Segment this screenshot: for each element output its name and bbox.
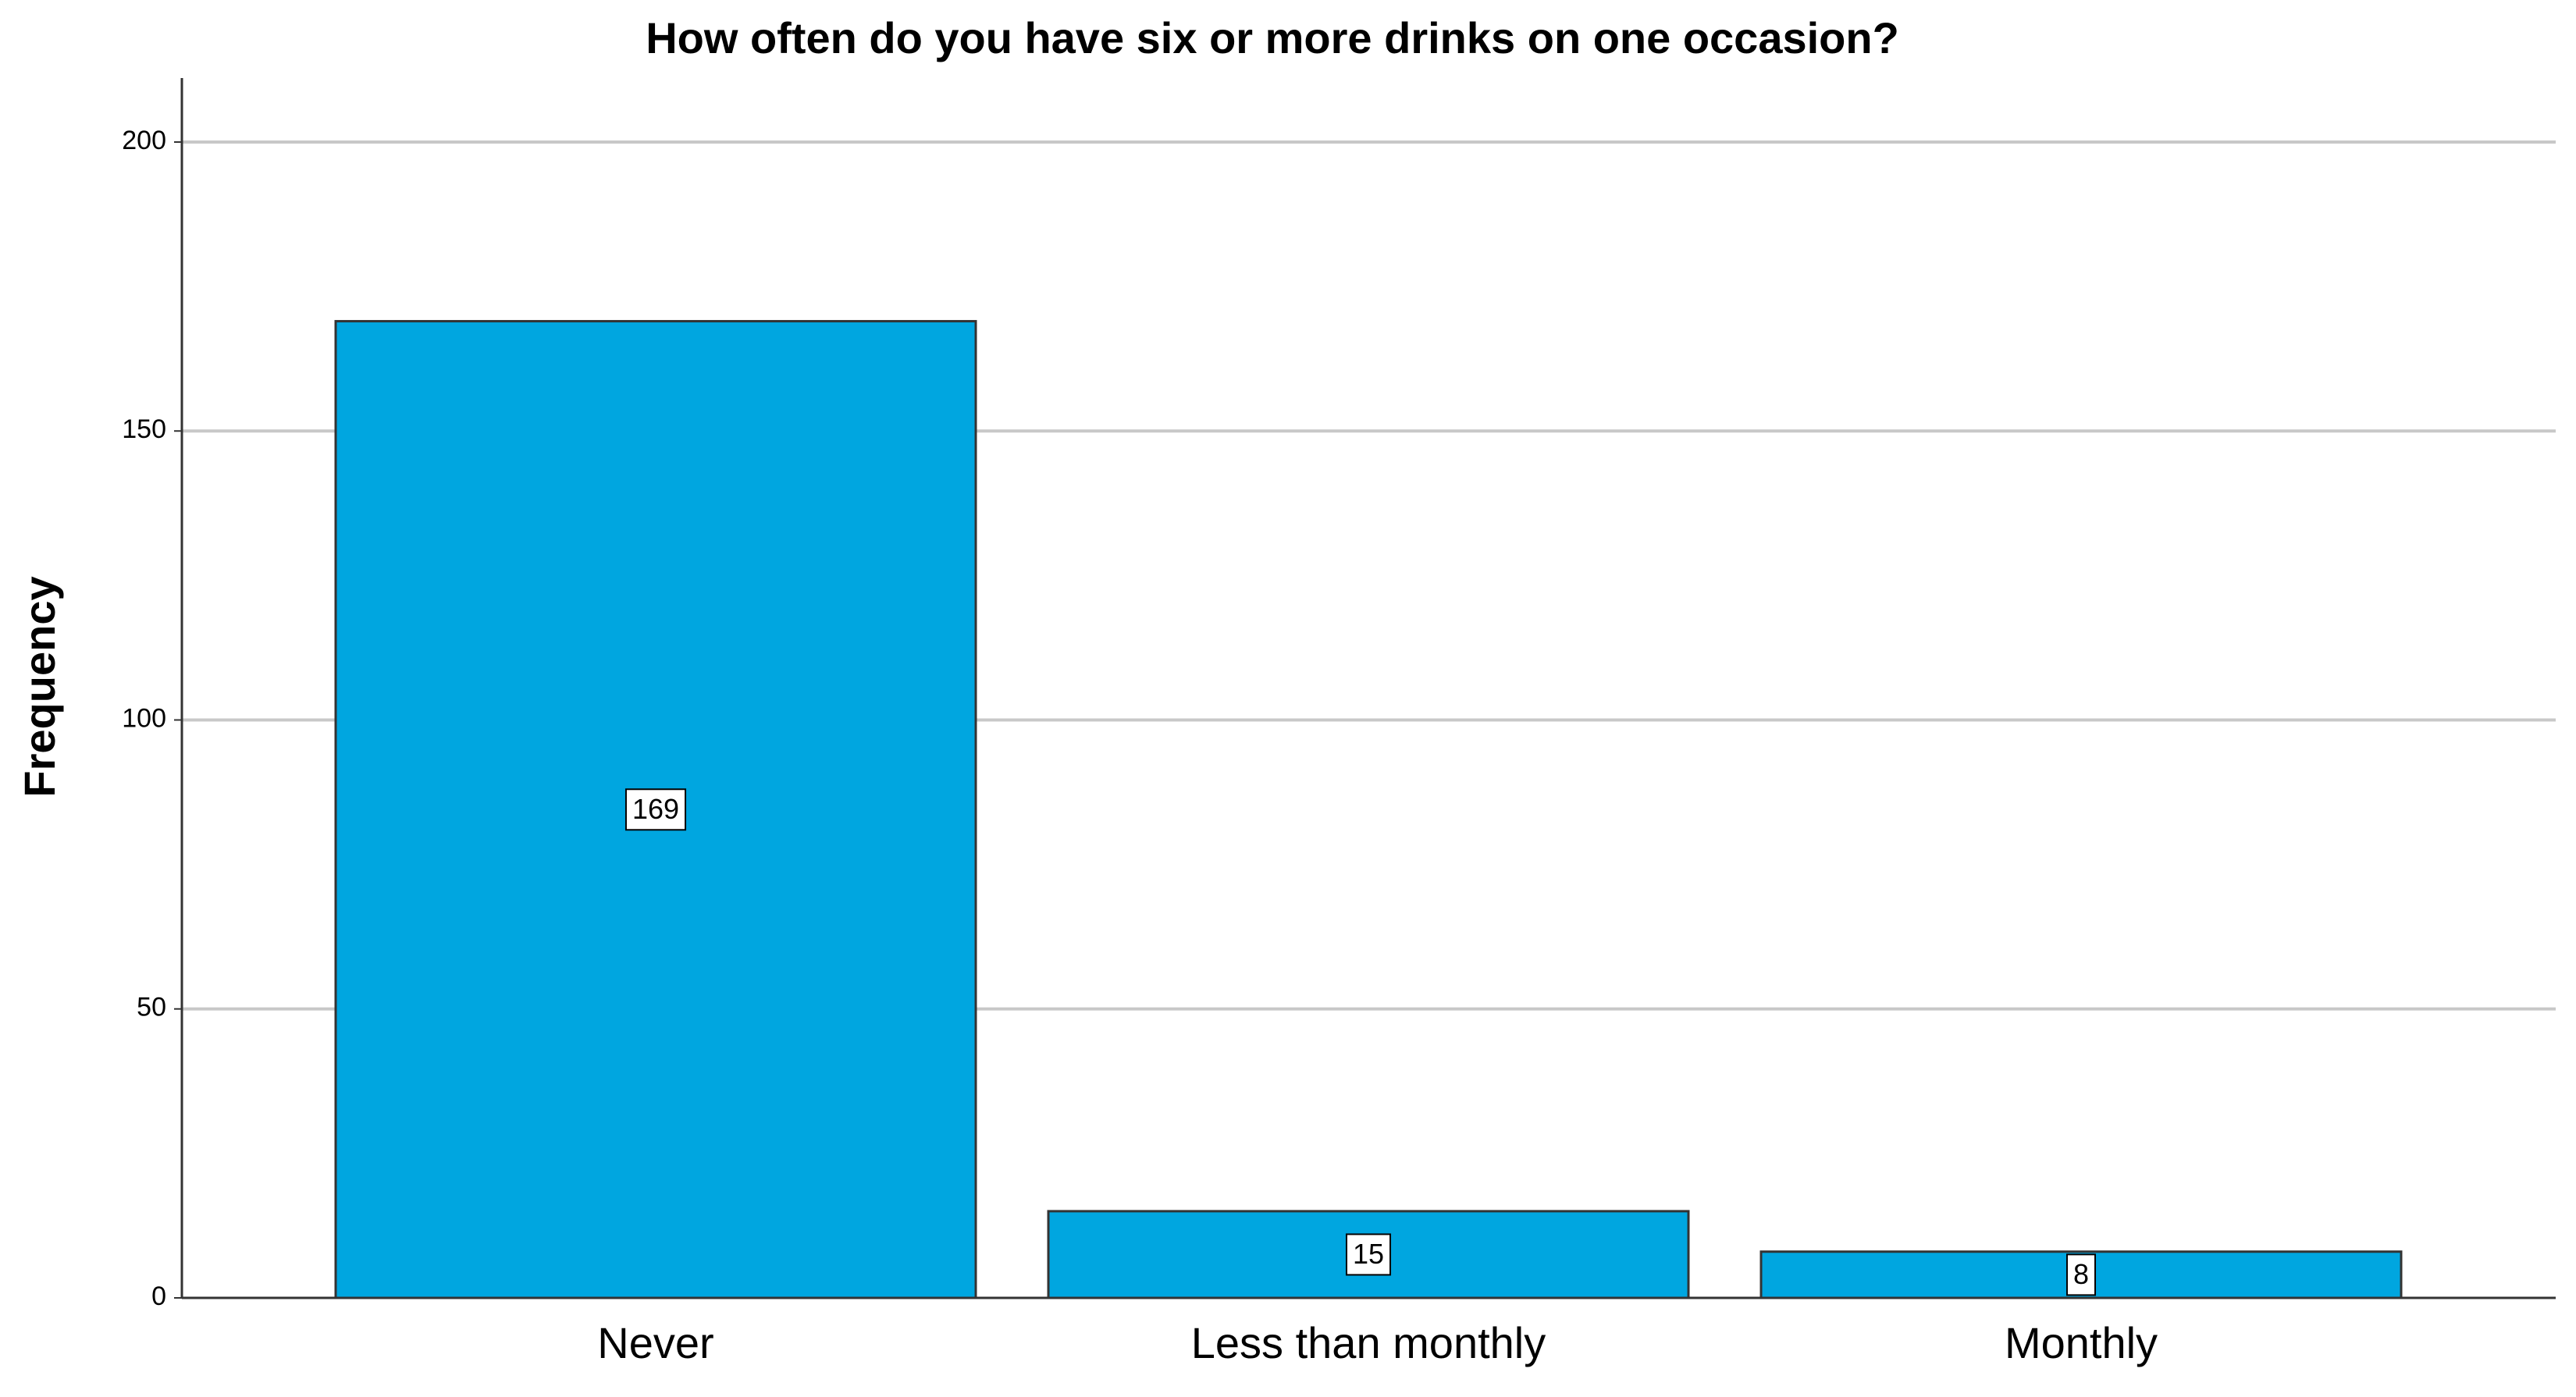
value-label: 8 bbox=[2073, 1258, 2089, 1290]
value-label: 15 bbox=[1353, 1238, 1384, 1270]
x-tick-label: Never bbox=[597, 1318, 713, 1367]
value-label-box bbox=[2065, 1253, 2097, 1296]
y-axis-label: Frequency bbox=[15, 576, 64, 797]
value-label-box bbox=[1345, 1233, 1392, 1276]
x-tick-label: Monthly bbox=[2005, 1318, 2158, 1367]
y-tick-label: 150 bbox=[122, 414, 166, 444]
y-tick-label: 200 bbox=[122, 126, 166, 155]
y-tick-label: 0 bbox=[151, 1281, 166, 1311]
value-label-box bbox=[624, 788, 687, 831]
chart-title: How often do you have six or more drinks… bbox=[646, 13, 1899, 62]
value-label: 169 bbox=[632, 793, 679, 825]
y-tick-label: 50 bbox=[137, 993, 166, 1022]
y-tick-label: 100 bbox=[122, 703, 166, 733]
x-tick-label: Less than monthly bbox=[1191, 1318, 1546, 1367]
